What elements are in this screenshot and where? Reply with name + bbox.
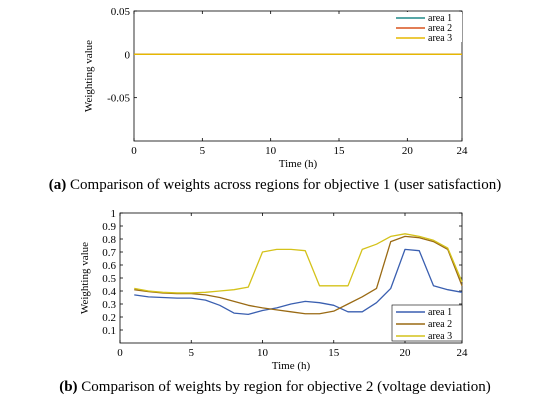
x-tick-label: 0 [131,145,137,157]
caption-b-text: Comparison of weights by region for obje… [81,379,491,395]
y-tick-label: 0.5 [102,273,116,285]
y-axis-label: Weighting value [79,242,91,314]
chart-objective-2: 0 5 10 15 20 24 0.10.20.30.40.50.60.70.80.91 Ti… [79,208,468,372]
x-tick-label: 20 [400,347,412,359]
x-tick-label: 10 [257,347,269,359]
legend-label: area 1 [428,307,452,318]
x-tick-label: 0 [117,347,123,359]
x-tick-label: 5 [189,347,195,359]
x-tick-label: 5 [200,145,206,157]
x-tick-label: 15 [328,347,340,359]
legend-label: area 2 [428,23,452,34]
y-tick-label: 0.3 [102,299,116,311]
series-line-area-3 [134,233,463,294]
x-tick-label: 24 [457,145,469,157]
x-tick-label: 10 [265,145,277,157]
x-tick-label: 15 [334,145,346,157]
y-axis-label: Weighting value [83,40,95,112]
x-tick-label: 20 [402,145,414,157]
y-tick-label: 0.6 [102,260,116,272]
y-tick-label: 1 [111,208,117,220]
caption-b-tag: (b) [59,379,78,395]
legend-label: area 1 [428,13,452,24]
legend-box [392,12,462,42]
x-tick-label: 24 [457,347,469,359]
legend-label: area 3 [428,331,452,342]
legend-label: area 2 [428,319,452,330]
caption-a-tag: (a) [48,177,67,193]
chart-objective-1: 0 5 10 15 20 24 0.05 0 -0.05 Time (h) Weighting va… [83,6,468,170]
y-tick-label: 0.8 [102,234,116,246]
series-line-area-1 [134,248,463,316]
y-tick-label: 0.7 [102,247,116,259]
caption-a-text: Comparison of weights across regions for… [70,177,502,193]
y-tick-label: 0.1 [102,325,116,337]
x-axis-label: Time (h) [279,158,318,170]
y-tick-label: 0.9 [102,221,116,233]
legend-box [391,304,463,342]
y-tick-label: 0.2 [102,312,116,324]
x-axis-label: Time (h) [272,360,311,372]
y-tick-label: 0.4 [102,286,116,298]
y-tick-label: 0 [125,49,131,61]
y-tick-label: 0.05 [111,6,131,18]
legend-label: area 3 [428,33,452,44]
plot-frame [133,10,463,142]
caption-a: (a) Comparison of weights across regions… [0,177,550,194]
caption-b: (b) Comparison of weights by region for … [0,379,550,396]
y-tick-label: -0.05 [107,93,130,105]
